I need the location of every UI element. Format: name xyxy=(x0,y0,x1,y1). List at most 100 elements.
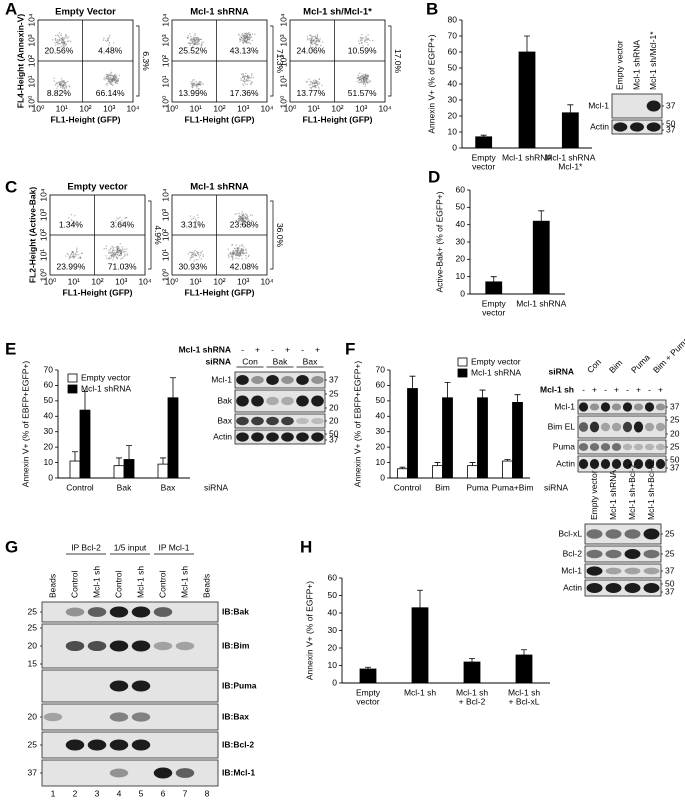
event-dot xyxy=(73,255,76,258)
error-bar xyxy=(567,104,574,113)
event-dot xyxy=(56,39,59,41)
event-dot xyxy=(311,36,313,38)
y-decade-tick: 10⁰ xyxy=(160,268,170,281)
bar xyxy=(359,668,377,684)
blot-band xyxy=(236,416,249,426)
event-dot xyxy=(55,44,57,46)
event-dot xyxy=(246,218,248,220)
event-dot xyxy=(229,251,232,253)
event-dot xyxy=(314,42,316,44)
event-dot xyxy=(111,253,113,256)
event-dot xyxy=(245,41,248,43)
y-axis-label: Annexin V+ (% of EGFP+) xyxy=(426,34,436,133)
event-dot xyxy=(248,76,251,79)
blot-band xyxy=(281,376,294,384)
event-dot xyxy=(310,37,313,40)
event-dot xyxy=(251,214,253,217)
lane-number: 5 xyxy=(139,788,144,798)
lane-sign: + xyxy=(255,344,260,354)
blot-band xyxy=(296,417,309,425)
event-dot xyxy=(113,249,115,251)
event-dot xyxy=(242,72,244,75)
blot-band xyxy=(633,403,644,411)
event-dot xyxy=(67,254,69,256)
event-dot xyxy=(108,79,111,81)
event-dot xyxy=(78,257,80,259)
event-dot xyxy=(191,40,193,42)
event-dot xyxy=(60,37,63,39)
row-label: IB:Puma xyxy=(222,680,257,690)
event-dot xyxy=(202,83,204,85)
lane-label: Beads xyxy=(201,574,211,598)
bar xyxy=(467,465,478,479)
lane-label: Beads xyxy=(47,574,57,598)
error-bar xyxy=(504,459,511,462)
event-dot xyxy=(121,246,123,248)
blot-band xyxy=(600,443,611,451)
event-dot xyxy=(246,37,248,39)
event-dot xyxy=(238,253,240,255)
blot-band xyxy=(605,582,622,594)
event-dot xyxy=(361,81,363,84)
event-dot xyxy=(106,40,108,42)
event-dot xyxy=(122,248,124,250)
event-dot xyxy=(317,40,320,43)
event-dot xyxy=(63,87,66,89)
y-tick-label: 20 xyxy=(448,110,458,120)
event-dot xyxy=(245,32,248,34)
event-dot xyxy=(315,84,317,87)
y-decade-tick: 10² xyxy=(278,55,288,67)
blot-band xyxy=(281,396,294,406)
legend-label: Mcl-1 shRNA xyxy=(81,383,131,393)
y-decade-tick: 10⁰ xyxy=(278,95,288,108)
event-dot xyxy=(363,82,365,84)
error-bar xyxy=(434,462,441,466)
blot-band xyxy=(175,768,195,778)
x-decade-tick: 10² xyxy=(213,103,225,113)
event-dot xyxy=(107,73,109,76)
error-bar xyxy=(479,389,486,398)
row-label: IB:Bim xyxy=(222,640,250,650)
event-dot xyxy=(310,88,312,90)
event-dot xyxy=(109,82,111,85)
event-dot xyxy=(201,83,203,85)
event-dot xyxy=(195,41,198,44)
event-dot xyxy=(309,38,311,40)
lane-label: Empty vector xyxy=(589,470,599,520)
lane-label: Mcl-1 sh xyxy=(135,566,145,598)
event-dot xyxy=(231,259,234,261)
x-decade-tick: 10⁴ xyxy=(378,103,391,113)
mw-marker: 37 xyxy=(665,586,675,596)
event-dot xyxy=(114,74,116,76)
y-tick-label: 50 xyxy=(376,395,386,405)
y-decade-tick: 10² xyxy=(160,55,170,67)
event-dot xyxy=(109,248,112,250)
event-dot xyxy=(240,217,242,219)
blot-strip xyxy=(577,415,667,439)
event-dot xyxy=(189,215,192,217)
x-tick-label: Empty xyxy=(356,687,381,697)
error-bar xyxy=(524,35,530,52)
y-decade-tick: 10³ xyxy=(160,34,170,46)
panel-letter: H xyxy=(300,537,312,556)
event-dot xyxy=(241,244,244,246)
x-decade-tick: 10³ xyxy=(103,103,115,113)
event-dot xyxy=(317,86,320,89)
mw-marker: 50 xyxy=(670,454,680,464)
event-dot xyxy=(314,35,317,38)
blot-band xyxy=(311,417,324,425)
mw-marker: 25 xyxy=(665,528,675,538)
event-dot xyxy=(244,252,246,254)
event-dot xyxy=(110,83,113,86)
lane-sign: - xyxy=(626,384,629,394)
event-dot xyxy=(62,86,65,88)
event-dot xyxy=(238,212,240,215)
event-dot xyxy=(193,42,196,44)
blot-strip xyxy=(584,579,662,597)
event-dot xyxy=(362,77,364,80)
event-dot xyxy=(201,42,203,44)
event-dot xyxy=(104,76,106,79)
event-dot xyxy=(195,254,197,257)
y-axis-label: FL2-Height (Active-Bak) xyxy=(27,187,37,284)
y-decade-tick: 10³ xyxy=(38,209,48,221)
